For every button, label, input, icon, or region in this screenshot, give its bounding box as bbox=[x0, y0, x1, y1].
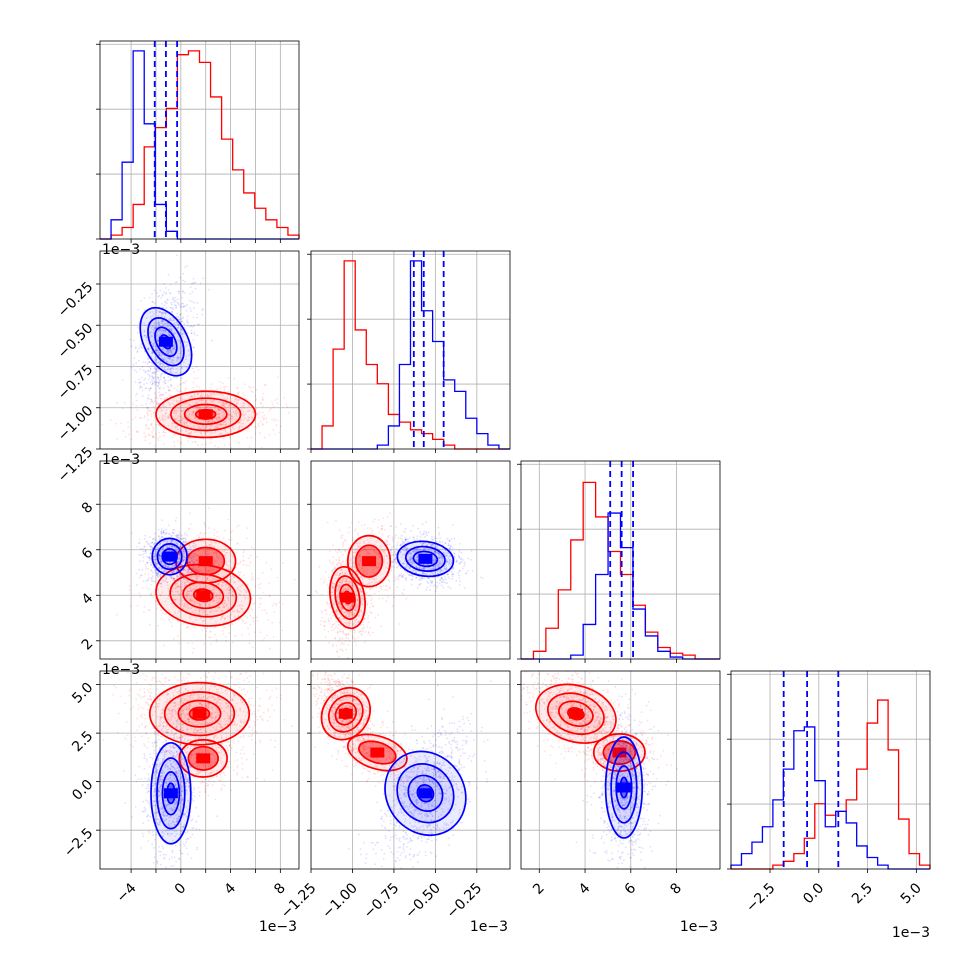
histogram-panel-3 bbox=[730, 670, 931, 870]
y-tick-label: −1.25 bbox=[55, 444, 97, 486]
y-tick-label: 2.5 bbox=[69, 728, 96, 755]
blue-histogram bbox=[730, 726, 930, 870]
scatter-panel-3-0 bbox=[99, 670, 300, 870]
red-points bbox=[311, 671, 446, 797]
red-peak bbox=[612, 747, 627, 758]
red-peak bbox=[568, 708, 583, 719]
blue-peak bbox=[162, 551, 177, 562]
red-contours bbox=[148, 681, 251, 778]
blue-contours bbox=[151, 537, 188, 576]
red-peak bbox=[198, 556, 213, 567]
red-peak bbox=[338, 708, 353, 719]
blue-contours bbox=[396, 540, 455, 578]
x-offset-label: 1e−3 bbox=[680, 919, 718, 935]
red-histogram bbox=[100, 50, 300, 240]
x-offset-label: 1e−3 bbox=[470, 919, 508, 935]
red-contours bbox=[155, 390, 257, 439]
red-peak bbox=[192, 708, 207, 719]
y-tick-label: 0.0 bbox=[69, 777, 96, 804]
x-tick-label: 4 bbox=[576, 880, 594, 898]
scatter-panel-3-1 bbox=[310, 670, 511, 870]
scatter-panel-1-0 bbox=[99, 250, 300, 450]
x-tick-label: 6 bbox=[622, 880, 640, 898]
x-tick-label: −0.25 bbox=[444, 880, 486, 922]
panel-frame bbox=[99, 250, 300, 450]
x-tick-label: 2 bbox=[530, 880, 548, 898]
y-tick-label: −1.00 bbox=[55, 403, 97, 445]
blue-peak bbox=[158, 336, 173, 347]
scatter-panel-3-2 bbox=[520, 670, 721, 870]
histogram-panel-2 bbox=[520, 460, 721, 660]
blue-peak bbox=[163, 788, 178, 799]
histogram-panel-1 bbox=[310, 250, 511, 450]
panel-frame bbox=[99, 460, 300, 660]
y-tick-label: 8 bbox=[79, 499, 97, 517]
x-tick-label: 8 bbox=[271, 880, 289, 898]
blue-histogram bbox=[311, 260, 510, 450]
scatter-panel-2-1 bbox=[310, 460, 511, 660]
panel-frame bbox=[730, 670, 931, 870]
blue-contours bbox=[150, 741, 192, 845]
panel-frame bbox=[310, 670, 511, 870]
x-tick-label: 0 bbox=[172, 880, 190, 898]
y-tick-label: −2.5 bbox=[61, 825, 96, 860]
blue-peak bbox=[418, 788, 433, 799]
x-offset-label: 1e−3 bbox=[892, 925, 930, 941]
red-contours bbox=[155, 538, 252, 627]
red-peak bbox=[198, 409, 213, 420]
y-tick-label: −0.25 bbox=[55, 279, 97, 321]
red-contours bbox=[328, 534, 392, 630]
blue-peak bbox=[616, 782, 631, 793]
red-contours bbox=[320, 686, 408, 772]
grid bbox=[100, 461, 299, 659]
y-offset-label: 1e−3 bbox=[102, 662, 140, 678]
histogram-panel-0 bbox=[99, 40, 300, 240]
grid bbox=[100, 41, 299, 239]
x-tick-label: −2.5 bbox=[743, 880, 778, 915]
x-tick-label: 8 bbox=[667, 880, 685, 898]
panel-frame bbox=[520, 460, 721, 660]
x-tick-label: −0.75 bbox=[361, 880, 403, 922]
y-tick-label: 6 bbox=[79, 545, 97, 563]
blue-histogram bbox=[521, 512, 720, 660]
y-offset-label: 1e−3 bbox=[102, 242, 140, 258]
y-tick-label: 5.0 bbox=[69, 680, 96, 707]
grid bbox=[521, 461, 720, 659]
y-tick-label: 2 bbox=[79, 636, 97, 654]
x-tick-label: −0.50 bbox=[402, 880, 444, 922]
y-offset-label: 1e−3 bbox=[102, 452, 140, 468]
blue-contours bbox=[139, 306, 193, 377]
y-tick-label: −0.75 bbox=[55, 362, 97, 404]
blue-contours bbox=[604, 736, 644, 839]
panel-frame bbox=[310, 460, 511, 660]
x-tick-label: 2.5 bbox=[849, 880, 876, 907]
red-peak bbox=[370, 747, 385, 758]
y-tick-label: −0.50 bbox=[55, 320, 97, 362]
scatter-panel-2-0 bbox=[99, 460, 300, 660]
red-histogram bbox=[521, 481, 720, 660]
red-peak bbox=[340, 592, 355, 603]
blue-peak bbox=[418, 553, 433, 564]
blue-histogram bbox=[100, 50, 299, 240]
blue-contours bbox=[384, 750, 467, 837]
panel-frame bbox=[99, 40, 300, 240]
red-peak bbox=[196, 590, 211, 601]
x-tick-label: 4 bbox=[221, 880, 239, 898]
x-tick-label: −4 bbox=[114, 880, 140, 906]
y-tick-label: 4 bbox=[79, 590, 97, 608]
x-tick-label: −1.25 bbox=[278, 880, 320, 922]
red-peak bbox=[362, 556, 377, 567]
red-histogram bbox=[731, 699, 931, 870]
grid bbox=[731, 671, 930, 869]
red-peak bbox=[196, 753, 211, 764]
panel-frame bbox=[310, 250, 511, 450]
panel-frame bbox=[99, 670, 300, 870]
x-tick-label: 0.0 bbox=[800, 880, 827, 907]
x-tick-label: 5.0 bbox=[898, 880, 925, 907]
x-tick-label: −1.00 bbox=[319, 880, 361, 922]
x-offset-label: 1e−3 bbox=[259, 919, 297, 935]
panel-frame bbox=[520, 670, 721, 870]
